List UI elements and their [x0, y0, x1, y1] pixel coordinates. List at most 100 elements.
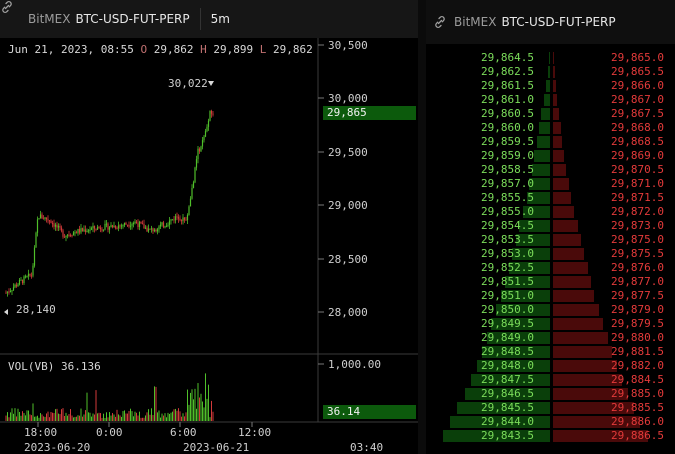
bid-price[interactable]: 29,858.5	[481, 163, 534, 176]
candle-body	[203, 136, 205, 141]
bid-price[interactable]: 29,851.5	[481, 275, 534, 288]
bid-price[interactable]: 29,857.0	[481, 177, 534, 190]
orderbook-row[interactable]: 29,857.0 29,871.0	[426, 177, 675, 191]
bid-price[interactable]: 29,843.5	[481, 429, 534, 442]
ask-price[interactable]: 29,880.0	[611, 331, 664, 344]
bid-price[interactable]: 29,852.5	[481, 261, 534, 274]
ask-price[interactable]: 29,876.0	[611, 261, 664, 274]
link-icon[interactable]	[0, 0, 28, 38]
orderbook-row[interactable]: 29,843.5 29,886.5	[426, 429, 675, 443]
orderbook-row[interactable]: 29,853.0 29,875.5	[426, 247, 675, 261]
orderbook-row[interactable]: 29,845.5 29,885.5	[426, 401, 675, 415]
ask-price[interactable]: 29,877.0	[611, 275, 664, 288]
orderbook-panel[interactable]: BitMEX BTC-USD-FUT-PERP 29,864.5 29,865.0…	[426, 0, 675, 454]
symbol-label[interactable]: BTC-USD-FUT-PERP	[75, 12, 190, 26]
volume-bar	[146, 412, 148, 421]
ask-price[interactable]: 29,866.0	[611, 79, 664, 92]
ask-price[interactable]: 29,885.5	[611, 401, 664, 414]
bid-price[interactable]: 29,859.5	[481, 135, 534, 148]
ask-price[interactable]: 29,886.5	[611, 429, 664, 442]
orderbook-row[interactable]: 29,858.5 29,870.5	[426, 163, 675, 177]
bid-price[interactable]: 29,847.5	[481, 373, 534, 386]
ask-price[interactable]: 29,877.5	[611, 289, 664, 302]
bid-price[interactable]: 29,853.0	[481, 247, 534, 260]
ask-price[interactable]: 29,875.5	[611, 247, 664, 260]
ask-price[interactable]: 29,886.0	[611, 415, 664, 428]
link-icon[interactable]	[426, 3, 454, 41]
interval-selector[interactable]: 5m	[210, 12, 230, 26]
bid-depth-bar	[505, 276, 550, 288]
bid-price[interactable]: 29,849.0	[481, 331, 534, 344]
ask-price[interactable]: 29,869.0	[611, 149, 664, 162]
orderbook-row[interactable]: 29,855.5 29,871.5	[426, 191, 675, 205]
ask-price[interactable]: 29,882.0	[611, 359, 664, 372]
ask-price[interactable]: 29,867.0	[611, 93, 664, 106]
price-chart[interactable]: 30,500 30,000 29,500 29,000 28,500 28,00…	[0, 0, 418, 454]
ask-price[interactable]: 29,879.5	[611, 317, 664, 330]
ask-price[interactable]: 29,881.5	[611, 345, 664, 358]
ask-price[interactable]: 29,884.5	[611, 373, 664, 386]
candle-body	[111, 225, 114, 228]
bid-price[interactable]: 29,860.5	[481, 107, 534, 120]
bid-price[interactable]: 29,845.5	[481, 401, 534, 414]
ask-price[interactable]: 29,879.0	[611, 303, 664, 316]
bid-price[interactable]: 29,861.5	[481, 79, 534, 92]
symbol-label[interactable]: BTC-USD-FUT-PERP	[501, 15, 616, 29]
bid-price[interactable]: 29,854.5	[481, 219, 534, 232]
ask-price[interactable]: 29,873.0	[611, 219, 664, 232]
bid-price[interactable]: 29,864.5	[481, 51, 534, 64]
orderbook-row[interactable]: 29,847.5 29,884.5	[426, 373, 675, 387]
orderbook-row[interactable]: 29,859.0 29,869.0	[426, 149, 675, 163]
orderbook-row[interactable]: 29,849.0 29,880.0	[426, 331, 675, 345]
orderbook-row[interactable]: 29,860.0 29,868.0	[426, 121, 675, 135]
bid-price[interactable]: 29,848.5	[481, 345, 534, 358]
orderbook-row[interactable]: 29,855.0 29,872.0	[426, 205, 675, 219]
orderbook-row[interactable]: 29,853.5 29,875.0	[426, 233, 675, 247]
ask-price[interactable]: 29,870.5	[611, 163, 664, 176]
bid-price[interactable]: 29,849.5	[481, 317, 534, 330]
orderbook-row[interactable]: 29,860.5 29,867.5	[426, 107, 675, 121]
ask-price[interactable]: 29,865.0	[611, 51, 664, 64]
bid-price[interactable]: 29,855.5	[481, 191, 534, 204]
bid-price[interactable]: 29,859.0	[481, 149, 534, 162]
bid-price[interactable]: 29,850.0	[481, 303, 534, 316]
orderbook-row[interactable]: 29,864.5 29,865.0	[426, 51, 675, 65]
candle-body	[98, 227, 100, 229]
bid-price[interactable]: 29,862.5	[481, 65, 534, 78]
bid-price[interactable]: 29,844.0	[481, 415, 534, 428]
orderbook-row[interactable]: 29,852.5 29,876.0	[426, 261, 675, 275]
bid-price[interactable]: 29,860.0	[481, 121, 534, 134]
orderbook-row[interactable]: 29,846.5 29,885.0	[426, 387, 675, 401]
orderbook-row[interactable]: 29,850.0 29,879.0	[426, 303, 675, 317]
orderbook-row[interactable]: 29,854.5 29,873.0	[426, 219, 675, 233]
orderbook-row[interactable]: 29,851.0 29,877.5	[426, 289, 675, 303]
ask-price[interactable]: 29,871.5	[611, 191, 664, 204]
ask-price[interactable]: 29,865.5	[611, 65, 664, 78]
bid-price[interactable]: 29,851.0	[481, 289, 534, 302]
ask-price[interactable]: 29,868.0	[611, 121, 664, 134]
chart-panel[interactable]: BitMEX BTC-USD-FUT-PERP 5m 30,500 30,000…	[0, 0, 418, 454]
ask-depth-bar	[553, 220, 578, 232]
orderbook-row[interactable]: 29,851.5 29,877.0	[426, 275, 675, 289]
orderbook-row[interactable]: 29,861.0 29,867.0	[426, 93, 675, 107]
ask-price[interactable]: 29,871.0	[611, 177, 664, 190]
bid-price[interactable]: 29,848.0	[481, 359, 534, 372]
orderbook-row[interactable]: 29,848.0 29,882.0	[426, 359, 675, 373]
orderbook-row[interactable]: 29,844.0 29,886.0	[426, 415, 675, 429]
candle-body	[188, 206, 190, 216]
bid-price[interactable]: 29,853.5	[481, 233, 534, 246]
bid-price[interactable]: 29,861.0	[481, 93, 534, 106]
orderbook-row[interactable]: 29,862.5 29,865.5	[426, 65, 675, 79]
orderbook-row[interactable]: 29,859.5 29,868.5	[426, 135, 675, 149]
orderbook-row[interactable]: 29,849.5 29,879.5	[426, 317, 675, 331]
ask-price[interactable]: 29,872.0	[611, 205, 664, 218]
orderbook-row[interactable]: 29,848.5 29,881.5	[426, 345, 675, 359]
ask-price[interactable]: 29,867.5	[611, 107, 664, 120]
candle-body	[110, 225, 112, 228]
ask-price[interactable]: 29,885.0	[611, 387, 664, 400]
ask-price[interactable]: 29,875.0	[611, 233, 664, 246]
ask-price[interactable]: 29,868.5	[611, 135, 664, 148]
bid-price[interactable]: 29,855.0	[481, 205, 534, 218]
orderbook-row[interactable]: 29,861.5 29,866.0	[426, 79, 675, 93]
bid-price[interactable]: 29,846.5	[481, 387, 534, 400]
